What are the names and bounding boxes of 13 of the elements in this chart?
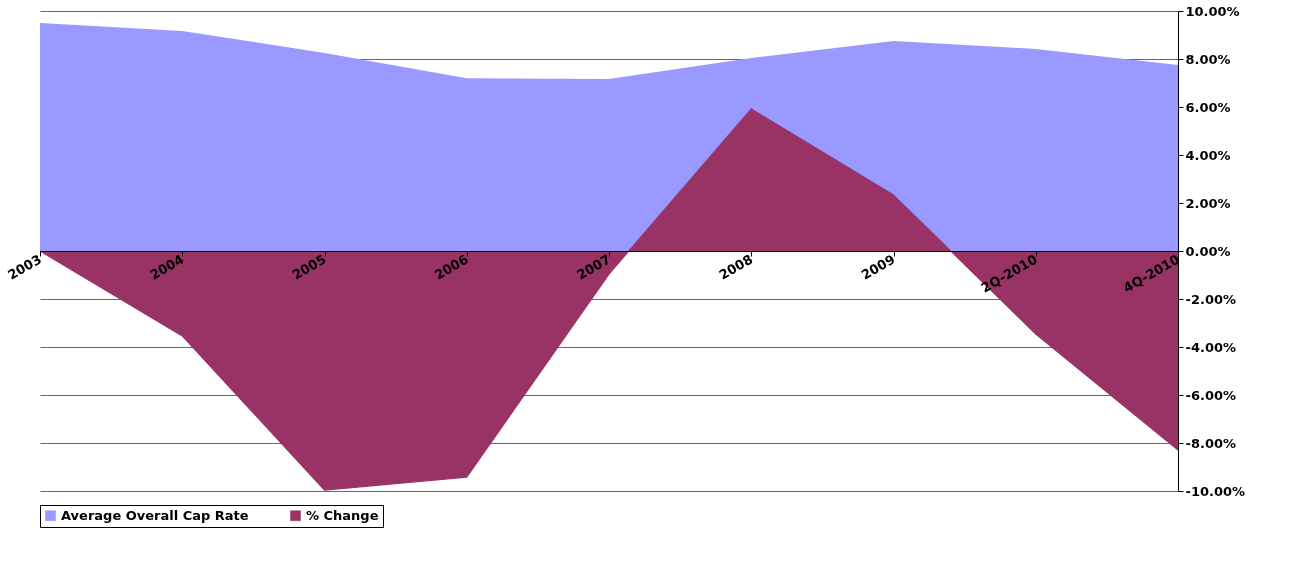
y-tick-label: -6.00% bbox=[1185, 387, 1236, 403]
y-tick-label: 0.00% bbox=[1185, 243, 1231, 259]
y-tick-label: 8.00% bbox=[1185, 51, 1231, 67]
y-tick-label: -4.00% bbox=[1185, 339, 1236, 355]
legend-label: Average Overall Cap Rate bbox=[61, 507, 249, 523]
legend-label: % Change bbox=[306, 507, 379, 523]
y-tick-label: 6.00% bbox=[1185, 99, 1231, 115]
y-tick-label: 2.00% bbox=[1185, 195, 1231, 211]
y-tick-label: 4.00% bbox=[1185, 147, 1231, 163]
y-tick-label: -2.00% bbox=[1185, 291, 1236, 307]
y-tick-label: -10.00% bbox=[1185, 483, 1246, 499]
y-tick-label: 10.00% bbox=[1185, 3, 1240, 19]
y-tick-label: -8.00% bbox=[1185, 435, 1236, 451]
